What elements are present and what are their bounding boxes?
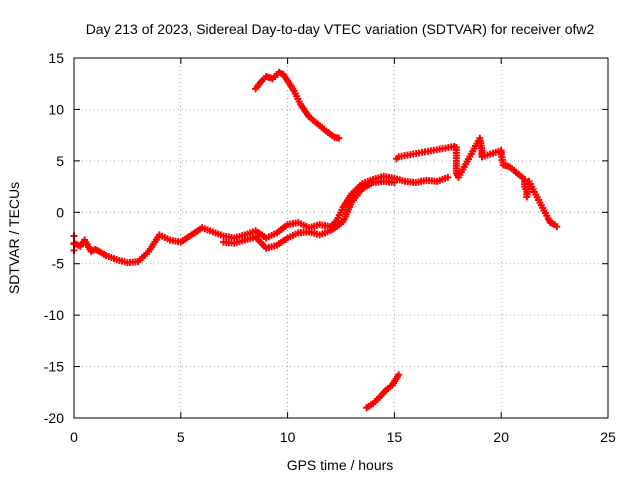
data-point (390, 178, 398, 186)
y-tick-label: -15 (44, 359, 64, 375)
y-tick-label: 10 (48, 101, 64, 117)
x-tick-label: 15 (387, 429, 403, 445)
x-tick-label: 0 (70, 429, 78, 445)
series-main-track-lower-branch (220, 177, 398, 252)
y-tick-label: -10 (44, 307, 64, 323)
y-tick-label: 15 (48, 50, 64, 66)
series-evening-points (393, 134, 561, 231)
y-axis-title: SDTVAR / TECUs (6, 182, 22, 294)
axis-ticks (73, 57, 609, 419)
data-point (444, 173, 452, 181)
data-point (553, 223, 561, 231)
data-point (395, 371, 403, 379)
series-lower-arc (363, 371, 403, 412)
y-tick-label: 5 (56, 153, 64, 169)
data-points (70, 68, 561, 412)
x-tick-label: 20 (493, 429, 509, 445)
y-tick-label: 0 (56, 204, 64, 220)
y-tick-labels: -20 -15 -10 -5 0 5 10 15 (44, 50, 64, 426)
x-axis-title: GPS time / hours (287, 457, 394, 473)
series-upper-arc (252, 68, 343, 142)
plot-frame (73, 57, 609, 419)
y-tick-label: -5 (52, 256, 65, 272)
grid (74, 58, 608, 418)
data-point (335, 134, 343, 142)
x-tick-label: 5 (177, 429, 185, 445)
x-tick-label: 25 (600, 429, 616, 445)
x-tick-labels: 0 5 10 15 20 25 (70, 429, 616, 445)
chart-title: Day 213 of 2023, Sidereal Day-to-day VTE… (86, 21, 595, 37)
y-tick-label: -20 (44, 410, 64, 426)
x-tick-label: 10 (280, 429, 296, 445)
